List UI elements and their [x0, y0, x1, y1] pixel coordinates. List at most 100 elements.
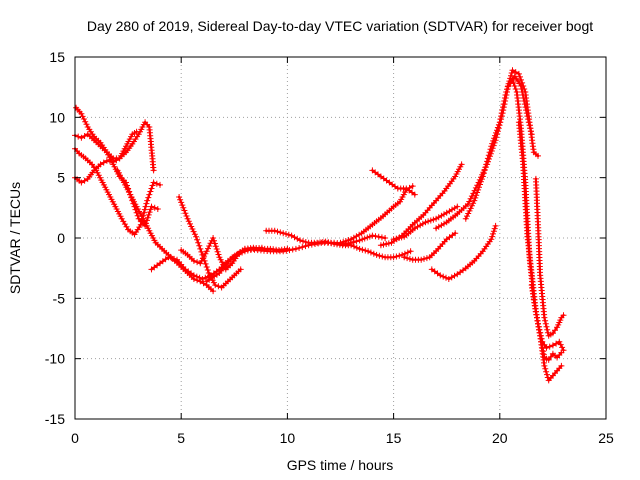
data-point: [464, 217, 468, 220]
data-point: [413, 193, 417, 196]
data-point: [154, 241, 157, 245]
data-point: [129, 193, 132, 196]
data-point: [192, 259, 196, 263]
data-point: [80, 181, 83, 184]
data-point: [175, 258, 179, 261]
data-point: [156, 207, 160, 211]
data-point: [243, 247, 247, 251]
data-point: [298, 239, 302, 242]
data-point: [218, 271, 221, 275]
data-point: [524, 90, 527, 94]
data-point: [184, 268, 187, 271]
data-point: [107, 193, 111, 196]
data-point: [290, 234, 293, 237]
data-point: [116, 169, 119, 172]
data-point: [551, 374, 555, 377]
data-point: [167, 256, 170, 259]
series-trace: [339, 185, 414, 244]
data-point: [114, 205, 117, 208]
data-point: [281, 231, 285, 235]
data-point: [422, 213, 425, 217]
data-point: [434, 217, 438, 220]
data-point: [562, 314, 565, 317]
data-point: [405, 187, 408, 190]
data-point: [555, 356, 559, 359]
data-point: [269, 250, 272, 253]
data-point: [420, 258, 423, 261]
y-tick-label: -10: [45, 351, 65, 367]
data-point: [411, 258, 414, 261]
series-arc-22: [528, 282, 565, 363]
data-point: [86, 125, 89, 129]
y-tick-label: -5: [53, 290, 66, 306]
data-point: [490, 145, 493, 148]
data-point: [131, 133, 134, 136]
data-point: [560, 364, 563, 368]
data-point: [473, 259, 476, 263]
data-point: [150, 268, 153, 271]
data-point: [366, 250, 370, 253]
data-point: [199, 280, 202, 283]
data-point: [371, 234, 374, 237]
data-point: [160, 247, 164, 251]
plot-area: [72, 67, 567, 384]
data-point: [424, 221, 427, 224]
series-arc-11: [337, 183, 416, 246]
data-point: [186, 217, 189, 220]
data-point: [307, 241, 310, 245]
plus-markers: [462, 67, 541, 222]
data-point: [294, 247, 298, 251]
data-point: [143, 120, 147, 124]
data-point: [511, 78, 514, 82]
data-point: [460, 163, 463, 166]
data-point: [517, 72, 521, 76]
data-point: [409, 250, 412, 253]
series-trace: [430, 224, 497, 281]
data-point: [256, 248, 259, 252]
series-arc-21: [532, 175, 567, 339]
data-point: [112, 157, 115, 160]
data-point: [411, 223, 414, 226]
data-point: [137, 217, 140, 220]
data-point: [534, 310, 538, 313]
data-point: [133, 233, 136, 236]
data-point: [230, 256, 234, 259]
data-point: [413, 227, 417, 230]
data-point: [555, 326, 559, 329]
series-trace: [379, 163, 463, 247]
data-point: [371, 223, 374, 226]
data-point: [562, 349, 565, 352]
data-point: [180, 248, 183, 252]
data-point: [78, 152, 81, 155]
data-point: [432, 201, 436, 205]
data-point: [152, 181, 155, 184]
data-point: [101, 181, 104, 184]
series-trace: [371, 169, 416, 196]
data-point: [498, 120, 501, 124]
x-tick-label: 10: [280, 430, 296, 446]
series-arc-8: [178, 235, 291, 273]
data-point: [443, 189, 446, 193]
x-tick-label: 0: [71, 430, 79, 446]
data-point: [199, 262, 202, 265]
data-point: [530, 283, 533, 287]
data-point: [131, 142, 134, 146]
data-point: [207, 271, 211, 275]
data-point: [538, 274, 542, 277]
data-point: [507, 84, 510, 88]
data-point: [511, 69, 514, 72]
data-point: [494, 224, 497, 228]
data-point: [158, 262, 162, 265]
data-point: [445, 211, 448, 214]
series-arc-15: [377, 161, 465, 249]
data-point: [490, 238, 493, 241]
data-point: [371, 169, 374, 172]
data-point: [226, 280, 230, 283]
data-point: [528, 120, 531, 124]
data-point: [428, 256, 431, 259]
data-point: [473, 199, 476, 202]
y-tick-label: 10: [49, 109, 65, 125]
data-point: [383, 256, 387, 259]
plus-markers: [428, 222, 499, 282]
data-point: [532, 151, 535, 154]
